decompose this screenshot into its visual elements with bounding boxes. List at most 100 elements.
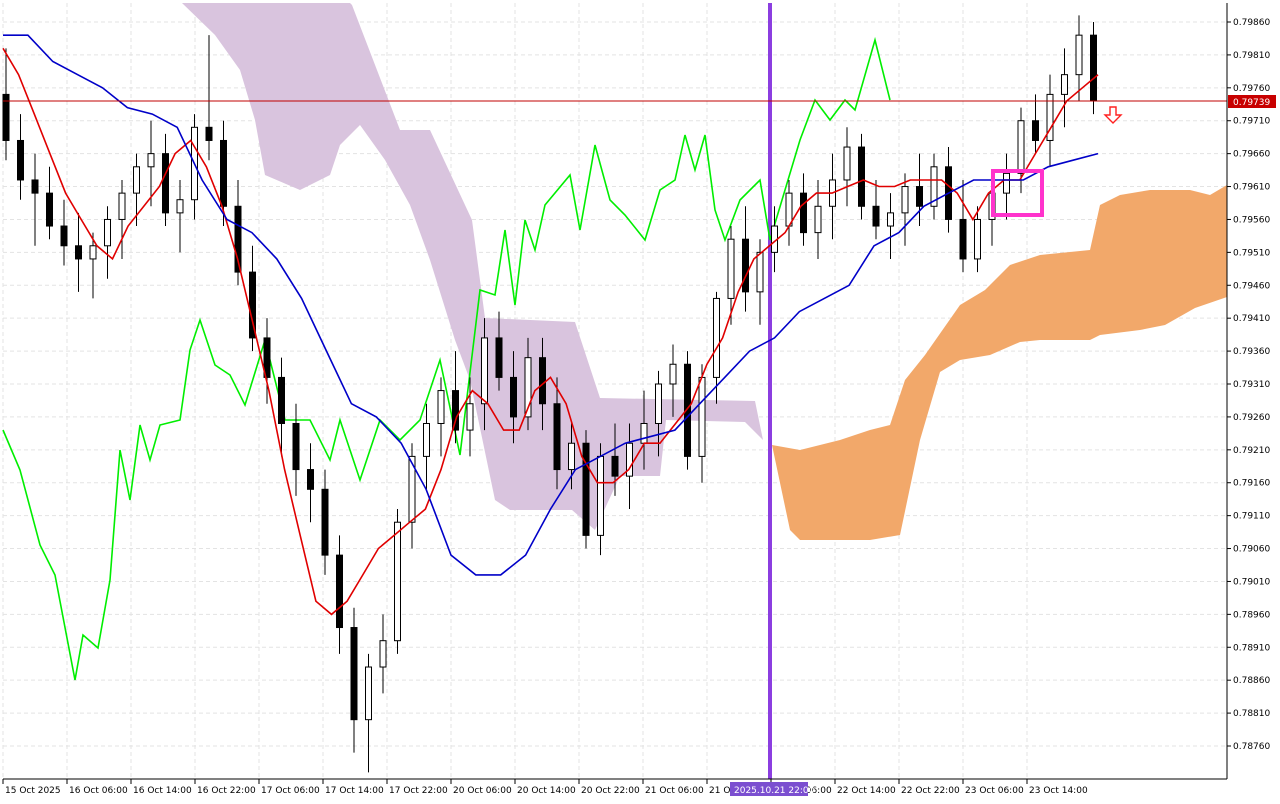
candle [481, 318, 488, 431]
candle-body [307, 469, 314, 490]
candle-body [1003, 172, 1010, 194]
candle-body [524, 357, 532, 418]
y-tick-label: 0.79060 [1233, 545, 1270, 555]
x-tick-label: 15 Oct 2025 [5, 786, 61, 796]
candle-body [133, 166, 140, 194]
candle-body [1075, 34, 1083, 76]
candle-body [626, 442, 633, 477]
candle [684, 351, 691, 470]
y-tick-label: 0.79610 [1233, 183, 1270, 193]
candle-body [669, 363, 677, 385]
candle-body [452, 390, 459, 431]
candle [234, 179, 242, 286]
candle [1032, 94, 1039, 154]
candle-body [553, 403, 561, 471]
candle-body [2, 93, 10, 141]
candle [800, 173, 807, 246]
x-tick-label: 17 Oct 14:00 [325, 786, 384, 796]
candle [147, 120, 155, 207]
time-axis: 15 Oct 2025 16 Oct 06:00 16 Oct 14:00 16 Oc… [2, 779, 1088, 796]
candle-body [60, 225, 68, 247]
candle-body [1032, 120, 1039, 141]
candle [437, 377, 445, 457]
candle-body [278, 376, 285, 424]
kumo-cloud-future [772, 185, 1227, 540]
price-axis: 0.79860 0.79810 0.79760 0.79710 0.79660 0.796… [1227, 18, 1270, 752]
candle-body [147, 153, 155, 168]
candle [524, 337, 532, 431]
y-tick-label: 0.79210 [1233, 446, 1270, 456]
candle [553, 377, 561, 490]
candle-body [655, 383, 662, 424]
candle [1003, 153, 1010, 220]
candle-body [394, 521, 401, 642]
candle-body [640, 422, 648, 444]
candle-body [423, 422, 430, 457]
candle-body [843, 146, 851, 181]
candle [89, 232, 97, 299]
candle-body [1017, 120, 1025, 174]
y-tick-label: 0.79010 [1233, 577, 1270, 587]
candle [31, 153, 39, 246]
x-tick-label: 17 Oct 22:00 [389, 786, 448, 796]
candle-body [263, 337, 271, 378]
y-tick-label: 0.79310 [1233, 380, 1270, 390]
candle-body [597, 455, 604, 536]
candle [350, 607, 358, 753]
candle-body [974, 218, 981, 260]
x-tick-label: 22 Oct 14:00 [837, 786, 896, 796]
x-tick-label: 20 Oct 06:00 [453, 786, 512, 796]
y-tick-label: 0.79760 [1233, 84, 1270, 94]
candle-body [1090, 34, 1097, 102]
candle-body [104, 218, 111, 247]
candle-body [800, 192, 807, 234]
current-price-tag [1228, 95, 1276, 108]
candle [930, 153, 938, 220]
candle [495, 311, 503, 391]
candle [959, 179, 967, 273]
candle [2, 48, 10, 161]
candle [205, 35, 213, 161]
candle [582, 430, 590, 549]
candle [452, 351, 459, 444]
candle-body [336, 554, 343, 629]
candle [118, 179, 126, 259]
candle [1075, 15, 1083, 101]
y-tick-label: 0.79110 [1233, 512, 1270, 522]
candle-body [89, 245, 97, 260]
vline-time-label: 2025.10.21 22:00 [734, 786, 815, 796]
candle-body [205, 126, 213, 141]
candle [974, 206, 981, 273]
x-tick-label: 23 Oct 06:00 [965, 786, 1024, 796]
candle-body [162, 153, 169, 214]
candle-body [742, 238, 749, 293]
highlight-box [991, 169, 1044, 217]
candle-body [713, 297, 720, 378]
candle [379, 614, 387, 694]
candle [336, 535, 343, 654]
candle [278, 357, 285, 457]
candle-body [756, 251, 764, 293]
candle-body [1061, 74, 1068, 95]
vline-time-tag [730, 782, 808, 796]
x-tick-label: 20 Oct 14:00 [517, 786, 576, 796]
kijun-sen-line [3, 34, 1099, 576]
x-tick-label: 16 Oct 06:00 [69, 786, 128, 796]
candle [423, 403, 430, 490]
candle-body [568, 442, 575, 471]
candle [466, 377, 474, 457]
candle-body [46, 192, 53, 227]
y-tick-label: 0.79560 [1233, 215, 1270, 225]
y-tick-label: 0.79360 [1233, 347, 1270, 357]
candle-body [437, 390, 445, 424]
candle-body [727, 238, 735, 299]
candle [901, 173, 909, 246]
y-tick-label: 0.79710 [1233, 117, 1270, 127]
candle-body [495, 337, 503, 378]
candle [669, 344, 677, 417]
candle [263, 318, 271, 404]
candle-body [684, 363, 691, 457]
candle [1061, 48, 1068, 128]
candle-body [916, 186, 923, 207]
